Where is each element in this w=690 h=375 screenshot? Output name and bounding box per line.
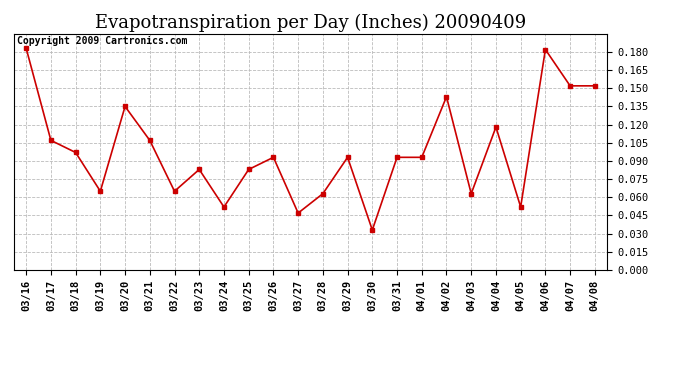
Title: Evapotranspiration per Day (Inches) 20090409: Evapotranspiration per Day (Inches) 2009… [95,14,526,32]
Text: Copyright 2009 Cartronics.com: Copyright 2009 Cartronics.com [17,36,187,46]
